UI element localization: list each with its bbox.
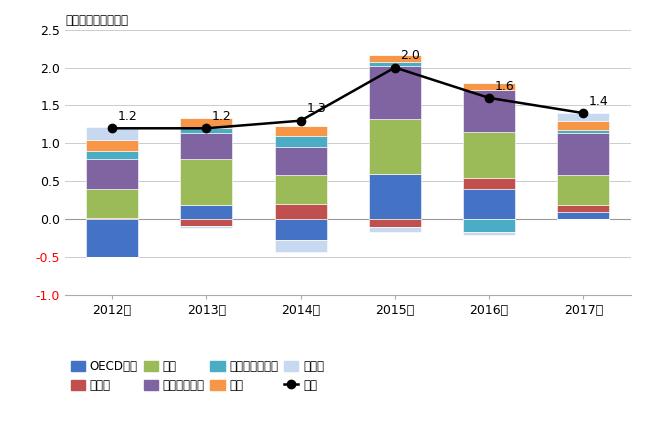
Bar bbox=[181, 219, 232, 225]
Bar bbox=[86, 140, 138, 151]
Bar bbox=[558, 175, 609, 205]
Bar bbox=[558, 122, 609, 130]
Bar bbox=[86, 219, 138, 257]
Bar bbox=[275, 126, 326, 136]
Bar bbox=[463, 132, 515, 178]
Bar bbox=[463, 178, 515, 189]
Bar bbox=[463, 233, 515, 235]
Bar bbox=[558, 113, 609, 122]
Bar bbox=[275, 136, 326, 147]
Bar bbox=[369, 62, 421, 66]
Bar bbox=[86, 151, 138, 159]
Bar bbox=[369, 227, 421, 233]
Text: 1.6: 1.6 bbox=[495, 80, 515, 92]
Bar bbox=[558, 205, 609, 212]
Bar bbox=[558, 133, 609, 175]
Bar bbox=[369, 119, 421, 174]
Bar bbox=[463, 189, 515, 219]
Bar bbox=[558, 130, 609, 133]
Bar bbox=[275, 147, 326, 176]
Bar bbox=[86, 159, 138, 189]
Bar bbox=[181, 225, 232, 228]
Bar bbox=[181, 160, 232, 205]
Text: 1.4: 1.4 bbox=[589, 95, 609, 108]
Text: 1.3: 1.3 bbox=[306, 103, 326, 115]
Bar bbox=[275, 176, 326, 204]
Bar bbox=[369, 219, 421, 227]
Bar bbox=[275, 219, 326, 240]
Text: 1.2: 1.2 bbox=[212, 110, 232, 123]
Bar bbox=[369, 66, 421, 119]
Bar bbox=[86, 218, 138, 219]
Bar bbox=[369, 54, 421, 62]
Bar bbox=[181, 133, 232, 160]
Bar bbox=[558, 212, 609, 219]
Bar bbox=[463, 219, 515, 233]
Text: 2.0: 2.0 bbox=[400, 49, 421, 62]
Bar bbox=[275, 240, 326, 252]
Bar bbox=[181, 119, 232, 128]
Bar bbox=[275, 204, 326, 219]
Text: （百万バレル／日）: （百万バレル／日） bbox=[65, 14, 128, 27]
Bar bbox=[181, 205, 232, 219]
Bar bbox=[86, 127, 138, 140]
Legend: OECD諸国, 旧ソ連, 中国, その他アジア, ラテンアメリカ, 中東, その他, 合計: OECD諸国, 旧ソ連, 中国, その他アジア, ラテンアメリカ, 中東, その… bbox=[71, 360, 324, 392]
Bar bbox=[369, 174, 421, 219]
Bar bbox=[463, 83, 515, 90]
Bar bbox=[463, 90, 515, 132]
Bar bbox=[181, 128, 232, 133]
Text: 1.2: 1.2 bbox=[118, 110, 138, 123]
Bar bbox=[86, 189, 138, 218]
